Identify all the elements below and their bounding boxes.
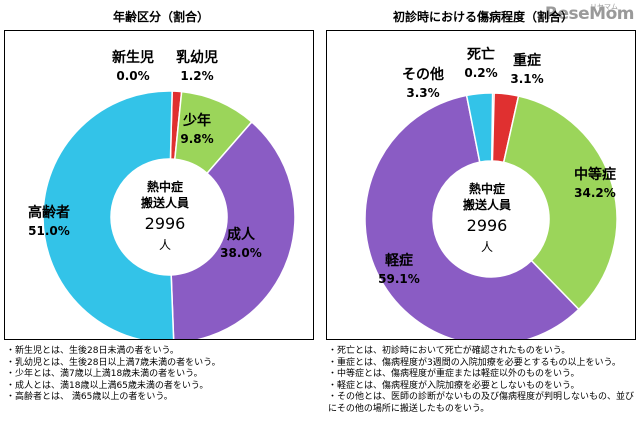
slice-label-2: 重症 3.1% <box>510 52 543 86</box>
slice-label-5: 高齢者 51.0% <box>28 204 70 238</box>
slice-name: 新生児 <box>112 49 154 66</box>
note-item: ・その他とは、医師の診断がないもの及び傷病程度が判明しないもの、並びにその他の場… <box>328 392 635 414</box>
center-label-line: 2996 <box>467 216 508 235</box>
center-label-line: 搬送人員 <box>463 197 511 212</box>
chart-title: 初診時における傷病程度（割合） <box>392 10 573 24</box>
note-item: ・成人とは、満18歳以上満65歳未満の者をいう。 <box>6 380 209 391</box>
center-label-line: 人 <box>159 238 171 252</box>
slice-label-1: 新生児 0.0% <box>112 49 154 83</box>
slice-label-5: その他 3.3% <box>402 66 444 100</box>
slice-value-label: 0.0% <box>116 69 149 83</box>
chart-title: 年齢区分（割合） <box>112 10 209 24</box>
slice-name: 成人 <box>227 226 256 243</box>
age-donut-chart: 新生児 0.0% 乳幼児 1.2% 少年 9.8% 成人 38.0% 高齢者 51.0% 熱中症搬送… <box>28 49 296 344</box>
logo-subtitle: リセマム <box>590 3 618 11</box>
slice-value-label: 59.1% <box>378 272 420 286</box>
resemom-logo: ReseMom <box>544 4 635 24</box>
note-item: ・少年とは、満7歳以上満18歳未満の者をいう。 <box>6 369 203 380</box>
note-item: ・乳幼児とは、生後28日以上満7歳未満の者をいう。 <box>6 357 221 368</box>
slice-name: 死亡 <box>466 46 495 63</box>
slice-name: 軽症 <box>385 252 413 269</box>
slice-label-3: 中等症 34.2% <box>574 166 616 200</box>
center-label-line: 2996 <box>145 214 186 233</box>
severity-chart-panel: 初診時における傷病程度（割合） 死亡 0.2% 重症 3.1% 中等症 34.2% 軽症 59… <box>326 0 640 446</box>
donut-slice-5 <box>42 90 175 344</box>
center-label-line: 熱中症 <box>147 179 183 194</box>
slice-value-label: 3.3% <box>406 86 439 100</box>
slice-name: 高齢者 <box>28 204 70 221</box>
slice-value-label: 9.8% <box>180 132 213 146</box>
slice-value-label: 51.0% <box>28 224 70 238</box>
slice-name: 中等症 <box>574 166 616 183</box>
donut-slice-5 <box>465 92 494 163</box>
chart-frame: 新生児 0.0% 乳幼児 1.2% 少年 9.8% 成人 38.0% 高齢者 51.0% 熱中症 搬送… <box>4 30 314 344</box>
slice-label-2: 乳幼児 1.2% <box>176 49 218 83</box>
donut-slice-4 <box>170 120 296 344</box>
slice-name: 乳幼児 <box>176 49 218 66</box>
note-item: ・中等症とは、傷病程度が重症または軽症以外のものをいう。 <box>328 369 580 380</box>
slice-name: その他 <box>402 66 444 83</box>
center-label-line: 人 <box>481 240 493 254</box>
age-notes: ・新生児とは、生後28日未満の者をいう。 ・乳幼児とは、生後28日以上満7歳未満の… <box>6 346 316 404</box>
slice-name: 重症 <box>513 52 541 69</box>
age-chart-panel: 年齢区分（割合） 新生児 0.0% 乳幼児 1.2% 少年 9.8% 成人 38.0% 高齢者 5… <box>4 0 318 446</box>
slice-name: 少年 <box>182 112 211 129</box>
note-item: ・新生児とは、生後28日未満の者をいう。 <box>6 346 179 356</box>
slice-value-label: 0.2% <box>464 66 497 80</box>
slice-value-label: 1.2% <box>180 69 213 83</box>
slice-value-label: 3.1% <box>510 72 543 86</box>
donut-slice-3 <box>502 95 618 311</box>
note-item: ・軽症とは、傷病程度が入院加療を必要としないものをいう。 <box>328 380 580 391</box>
center-label-line: 熱中症 <box>469 181 505 196</box>
severity-notes: ・死亡とは、初診時において死亡が確認されたものをいう。 ・重症とは、傷病程度が3週… <box>328 346 638 416</box>
severity-donut-chart: 死亡 0.2% 重症 3.1% 中等症 34.2% 軽症 59.1% その他 3.3% 熱中症搬送人… <box>364 46 618 346</box>
center-label-line: 搬送人員 <box>141 195 189 210</box>
slice-value-label: 38.0% <box>220 246 262 260</box>
chart-frame: 死亡 0.2% 重症 3.1% 中等症 34.2% 軽症 59.1% その他 3.3% 熱中症 搬送人… <box>326 30 636 346</box>
slice-label-4: 成人 38.0% <box>220 226 262 260</box>
slice-label-3: 少年 9.8% <box>180 112 213 146</box>
note-item: ・高齢者とは、 満65歳以上の者をいう。 <box>6 392 173 403</box>
note-item: ・死亡とは、初診時において死亡が確認されたものをいう。 <box>328 346 571 356</box>
slice-label-4: 軽症 59.1% <box>378 252 420 286</box>
slice-label-1: 死亡 0.2% <box>464 46 497 80</box>
slice-value-label: 34.2% <box>574 186 616 200</box>
note-item: ・重症とは、傷病程度が3週間の入院加療を必要とするもの以上をいう。 <box>328 357 621 368</box>
